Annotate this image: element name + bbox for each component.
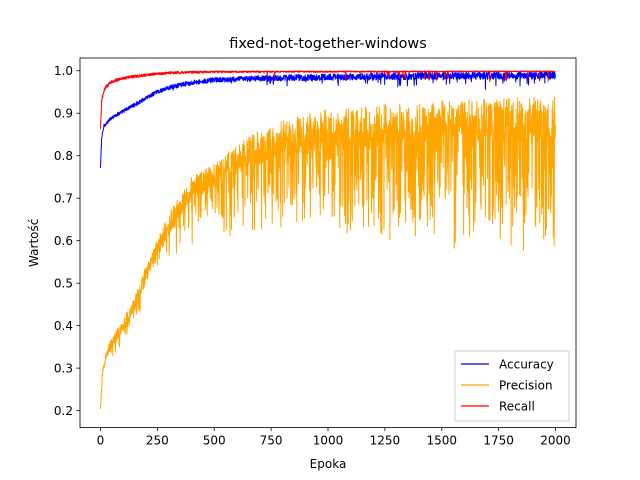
legend-label-accuracy: Accuracy — [499, 357, 554, 371]
x-axis-label: Epoka — [310, 457, 347, 471]
y-tick-label: 0.2 — [54, 404, 73, 418]
y-axis: 0.2 0.3 0.4 0.5 0.6 0.7 0.8 0.9 1.0 — [54, 64, 80, 418]
series-line-accuracy — [99, 71, 556, 169]
legend-box — [454, 350, 570, 422]
x-tick-label: 1000 — [313, 434, 344, 448]
y-tick-label: 0.6 — [54, 234, 73, 248]
x-tick-label: 750 — [260, 434, 283, 448]
y-tick-label: 0.9 — [54, 107, 73, 121]
y-tick-label: 1.0 — [54, 64, 73, 78]
y-tick-label: 0.4 — [54, 319, 73, 333]
legend: Accuracy Precision Recall — [454, 350, 570, 422]
plot-lines — [99, 70, 557, 409]
y-axis-label: Wartość — [27, 219, 41, 267]
legend-label-precision: Precision — [499, 378, 553, 392]
x-tick-label: 2000 — [540, 434, 571, 448]
y-tick-label: 0.7 — [54, 191, 73, 205]
x-tick-label: 1500 — [426, 434, 457, 448]
series-line-precision — [99, 96, 557, 409]
y-tick-label: 0.3 — [54, 361, 73, 375]
x-tick-label: 1250 — [370, 434, 401, 448]
series-line-recall — [99, 70, 556, 130]
y-tick-label: 0.5 — [54, 276, 73, 290]
chart-title: fixed-not-together-windows — [229, 36, 426, 52]
x-tick-label: 250 — [146, 434, 169, 448]
y-tick-label: 0.8 — [54, 149, 73, 163]
x-tick-label: 500 — [203, 434, 226, 448]
x-tick-label: 0 — [97, 434, 105, 448]
x-tick-label: 1750 — [483, 434, 514, 448]
x-axis: 0 250 500 750 1000 1250 1500 1750 2000 — [97, 427, 571, 448]
legend-label-recall: Recall — [499, 399, 535, 413]
